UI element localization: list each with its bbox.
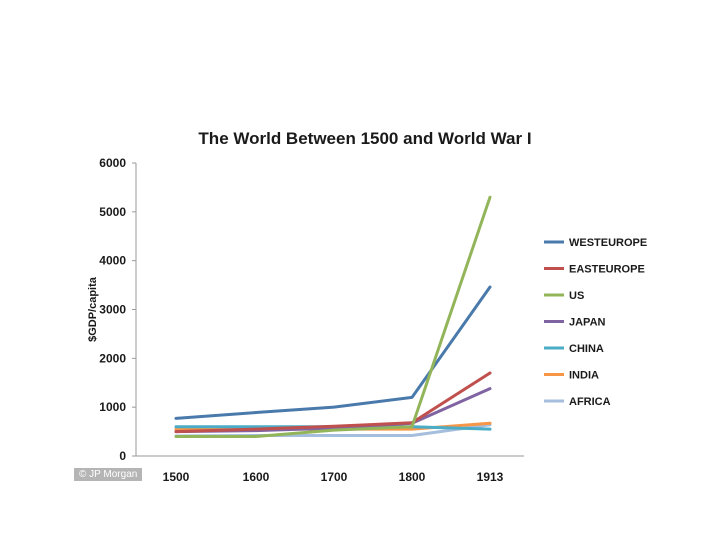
x-tick-label: 1600 (243, 470, 270, 484)
y-tick-label: 2000 (99, 351, 126, 365)
y-tick-label: 3000 (99, 303, 126, 317)
y-tick-label: 1000 (99, 400, 126, 414)
series-line-easteurope (174, 371, 492, 434)
axes: 0 1000 2000 3000 4000 5000 6000 1500 1600 1700 180… (99, 156, 524, 484)
y-tick-label: 0 (119, 449, 126, 463)
legend: WESTEUROPE EASTEUROPE US JAPAN CHINA INDIA AFR… (544, 237, 647, 408)
y-tick-label: 6000 (99, 156, 126, 170)
plot-area (174, 195, 492, 438)
legend-entry: INDIA (569, 370, 599, 382)
legend-entry: JAPAN (569, 317, 606, 329)
series-line-westeurope (174, 285, 492, 420)
x-tick-label: 1500 (163, 470, 190, 484)
chart-title: The World Between 1500 and World War I (198, 129, 531, 148)
x-tick-label: 1700 (321, 470, 348, 484)
y-tick-label: 5000 (99, 205, 126, 219)
legend-entry: AFRICA (569, 396, 611, 408)
y-tick-label: 4000 (99, 254, 126, 268)
y-axis-label: $GDP/capita (87, 276, 99, 342)
legend-entry: CHINA (569, 343, 604, 355)
legend-entry: US (569, 290, 584, 302)
x-tick-label: 1800 (399, 470, 426, 484)
legend-entry: WESTEUROPE (569, 237, 647, 249)
series-line-us (174, 195, 492, 438)
x-tick-label: 1913 (477, 470, 504, 484)
credit-watermark: © JP Morgan (74, 468, 143, 481)
legend-entry: EASTEUROPE (569, 264, 645, 276)
